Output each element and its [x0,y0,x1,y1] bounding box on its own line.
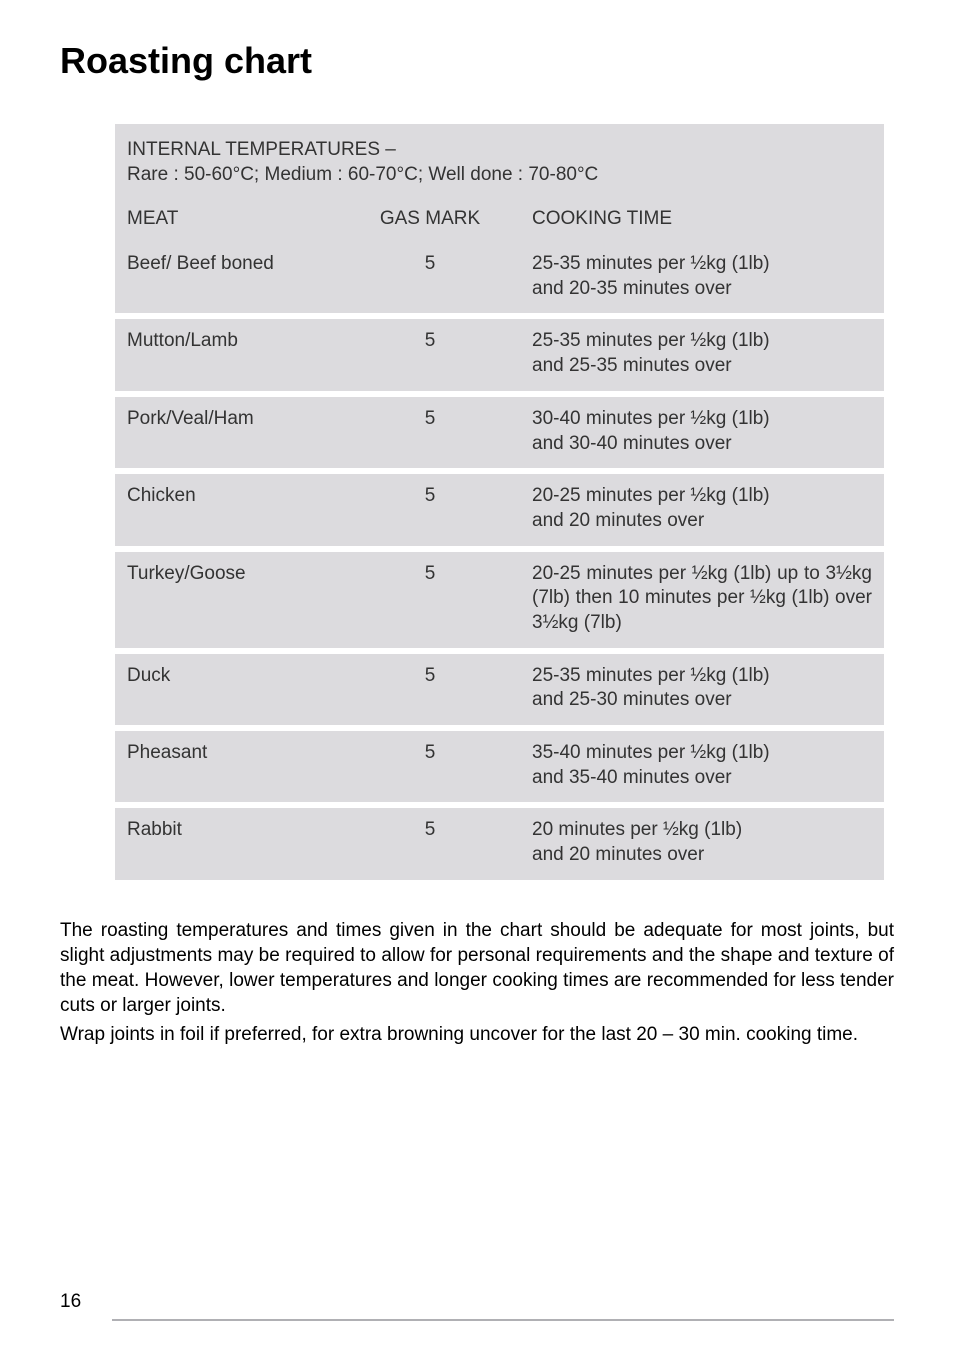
body-text: The roasting temperatures and times give… [60,918,894,1047]
cell-gas-mark: 5 [340,808,520,879]
column-header-meat: MEAT [115,197,340,242]
cell-gas-mark: 5 [340,731,520,802]
cell-meat: Duck [115,654,340,725]
table-row: Beef/ Beef boned525-35 minutes per ½kg (… [115,242,884,313]
cell-gas-mark: 5 [340,474,520,545]
cell-cooking-time: 20 minutes per ½kg (1lb)and 20 minutes o… [520,808,884,879]
column-header-gas: GAS MARK [340,197,520,242]
paragraph-2: Wrap joints in foil if preferred, for ex… [60,1022,894,1047]
cell-gas-mark: 5 [340,242,520,313]
cell-cooking-time: 25-35 minutes per ½kg (1lb)and 20-35 min… [520,242,884,313]
table: INTERNAL TEMPERATURES – Rare : 50-60°C; … [115,124,884,880]
cell-meat: Chicken [115,474,340,545]
cell-meat: Pheasant [115,731,340,802]
table-row: Turkey/Goose520-25 minutes per ½kg (1lb)… [115,552,884,648]
roasting-table: INTERNAL TEMPERATURES – Rare : 50-60°C; … [115,124,884,880]
table-header-cell: INTERNAL TEMPERATURES – Rare : 50-60°C; … [115,124,884,197]
cell-gas-mark: 5 [340,319,520,390]
table-row: Mutton/Lamb525-35 minutes per ½kg (1lb)a… [115,319,884,390]
cell-meat: Pork/Veal/Ham [115,397,340,468]
column-header-time: COOKING TIME [520,197,884,242]
cell-gas-mark: 5 [340,654,520,725]
cell-meat: Rabbit [115,808,340,879]
cell-cooking-time: 25-35 minutes per ½kg (1lb)and 25-35 min… [520,319,884,390]
page: Roasting chart INTERNAL TEMPERATURES – R… [0,0,954,1351]
paragraph-1: The roasting temperatures and times give… [60,918,894,1018]
table-row: Rabbit520 minutes per ½kg (1lb)and 20 mi… [115,808,884,879]
cell-cooking-time: 20-25 minutes per ½kg (1lb) up to 3½kg (… [520,552,884,648]
cell-cooking-time: 35-40 minutes per ½kg (1lb)and 35-40 min… [520,731,884,802]
header-line1: INTERNAL TEMPERATURES – [127,138,872,163]
cell-meat: Mutton/Lamb [115,319,340,390]
table-row: Pork/Veal/Ham530-40 minutes per ½kg (1lb… [115,397,884,468]
table-header-row: INTERNAL TEMPERATURES – Rare : 50-60°C; … [115,124,884,197]
table-column-header-row: MEAT GAS MARK COOKING TIME [115,197,884,242]
page-title: Roasting chart [60,40,894,82]
header-line2: Rare : 50-60°C; Medium : 60-70°C; Well d… [127,163,872,188]
cell-cooking-time: 30-40 minutes per ½kg (1lb)and 30-40 min… [520,397,884,468]
cell-meat: Turkey/Goose [115,552,340,648]
cell-gas-mark: 5 [340,397,520,468]
table-row: Pheasant535-40 minutes per ½kg (1lb)and … [115,731,884,802]
cell-cooking-time: 25-35 minutes per ½kg (1lb)and 25-30 min… [520,654,884,725]
table-row: Duck525-35 minutes per ½kg (1lb)and 25-3… [115,654,884,725]
cell-meat: Beef/ Beef boned [115,242,340,313]
cell-gas-mark: 5 [340,552,520,648]
table-row: Chicken520-25 minutes per ½kg (1lb)and 2… [115,474,884,545]
cell-cooking-time: 20-25 minutes per ½kg (1lb)and 20 minute… [520,474,884,545]
page-number: 16 [60,1291,81,1313]
footer-rule [112,1319,894,1321]
